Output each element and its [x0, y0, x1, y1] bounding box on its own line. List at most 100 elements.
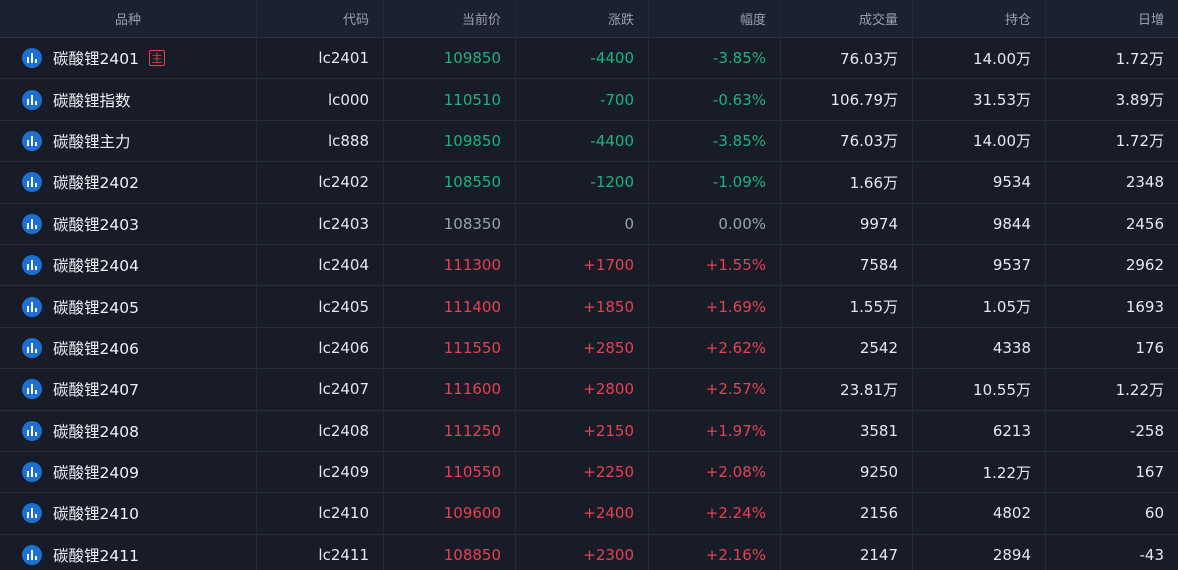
- row-name-cell[interactable]: 碳酸锂2409: [0, 451, 257, 493]
- instrument-code: lc2406: [257, 327, 384, 369]
- instrument-code: lc2402: [257, 162, 384, 203]
- bar-chart-icon[interactable]: [22, 296, 42, 317]
- instrument-code: lc2409: [257, 451, 384, 493]
- open-interest: 1.22万: [913, 451, 1046, 493]
- change-percent: -3.85%: [649, 38, 781, 79]
- daily-oi-change: 3.89万: [1115, 91, 1164, 110]
- volume: 7584: [781, 244, 913, 286]
- table-row[interactable]: 碳酸锂2407 lc2407 111600 +2800 +2.57% 23.81万 10.5…: [0, 369, 1178, 411]
- daily-oi-change: 167: [1135, 463, 1164, 482]
- bar-chart-icon[interactable]: [22, 48, 42, 69]
- instrument-name: 碳酸锂2408: [53, 422, 139, 441]
- row-name-cell[interactable]: 碳酸锂2402: [0, 162, 257, 203]
- table-row[interactable]: 碳酸锂2408 lc2408 111250 +2150 +1.97% 3581 6213 -2…: [0, 410, 1178, 452]
- change-percent: -3.85%: [649, 120, 781, 162]
- daily-oi-change: 2348: [1125, 173, 1164, 192]
- row-name-cell[interactable]: 碳酸锂指数: [0, 79, 257, 120]
- row-name-cell[interactable]: 碳酸锂2405: [0, 286, 257, 327]
- open-interest: 31.53万: [913, 79, 1046, 120]
- volume: 76.03万: [781, 120, 913, 162]
- table-row[interactable]: 碳酸锂2411 lc2411 108850 +2300 +2.16% 2147 2894 -4…: [0, 534, 1178, 570]
- volume: 2542: [781, 327, 913, 369]
- instrument-name: 碳酸锂2403: [53, 215, 139, 234]
- table-row[interactable]: 碳酸锂2404 lc2404 111300 +1700 +1.55% 7584 9537 29…: [0, 244, 1178, 287]
- bar-chart-icon[interactable]: [22, 89, 42, 110]
- current-price: 110510: [384, 79, 516, 120]
- daily-oi-change: 2962: [1125, 256, 1164, 275]
- bar-chart-icon[interactable]: [22, 337, 42, 358]
- bar-chart-icon[interactable]: [22, 462, 42, 483]
- table-row[interactable]: 碳酸锂2405 lc2405 111400 +1850 +1.69% 1.55万 1.05万…: [0, 286, 1178, 328]
- instrument-name: 碳酸锂2402: [53, 174, 139, 193]
- daily-oi-change: 1.72万: [1115, 132, 1164, 151]
- header-price[interactable]: 当前价: [384, 0, 516, 37]
- volume: 2156: [781, 493, 913, 534]
- row-name-cell[interactable]: 碳酸锂2410: [0, 493, 257, 534]
- table-row[interactable]: 碳酸锂2410 lc2410 109600 +2400 +2.24% 2156 4802 60: [0, 493, 1178, 535]
- change-percent: -0.63%: [649, 79, 781, 120]
- header-pct[interactable]: 幅度: [649, 0, 781, 37]
- price-change: +2300: [516, 534, 649, 570]
- current-price: 110550: [384, 451, 516, 493]
- change-percent: +2.08%: [649, 451, 781, 493]
- header-daily-change[interactable]: 日增: [1137, 13, 1164, 28]
- header-open-interest[interactable]: 持仓: [913, 0, 1046, 37]
- table-row[interactable]: 碳酸锂2406 lc2406 111550 +2850 +2.62% 2542 4338 17…: [0, 327, 1178, 370]
- bar-chart-icon[interactable]: [22, 172, 42, 193]
- change-percent: +1.97%: [649, 410, 781, 451]
- bar-chart-icon[interactable]: [22, 544, 42, 565]
- instrument-code: lc2405: [257, 286, 384, 327]
- bar-chart-icon[interactable]: [22, 213, 42, 234]
- current-price: 109600: [384, 493, 516, 534]
- current-price: 111600: [384, 369, 516, 410]
- row-name-cell[interactable]: 碳酸锂2407: [0, 369, 257, 410]
- instrument-name: 碳酸锂指数: [53, 91, 131, 110]
- header-code[interactable]: 代码: [257, 0, 384, 37]
- table-row[interactable]: 碳酸锂主力 lc888 109850 -4400 -3.85% 76.03万 14.00万 1…: [0, 120, 1178, 163]
- row-name-cell[interactable]: 碳酸锂2403: [0, 203, 257, 244]
- bar-chart-icon[interactable]: [22, 420, 42, 441]
- volume: 23.81万: [781, 369, 913, 410]
- bar-chart-icon[interactable]: [22, 379, 42, 400]
- volume: 1.66万: [781, 162, 913, 203]
- change-percent: 0.00%: [649, 203, 781, 244]
- instrument-name: 碳酸锂2405: [53, 298, 139, 317]
- daily-oi-change: 1.72万: [1115, 49, 1164, 68]
- price-change: -4400: [516, 38, 649, 79]
- volume: 106.79万: [781, 79, 913, 120]
- instrument-code: lc2401: [257, 38, 384, 79]
- main-contract-badge: 主: [148, 50, 165, 67]
- table-row[interactable]: 碳酸锂2401 主 lc2401 109850 -4400 -3.85% 76.03万 14.…: [0, 38, 1178, 80]
- daily-oi-change: -43: [1139, 545, 1165, 564]
- instrument-name: 碳酸锂2406: [53, 339, 139, 358]
- bar-chart-icon[interactable]: [22, 503, 42, 524]
- header-name[interactable]: 品种: [0, 0, 257, 37]
- row-name-cell[interactable]: 碳酸锂2411: [0, 534, 257, 570]
- instrument-code: lc2404: [257, 244, 384, 286]
- table-row[interactable]: 碳酸锂指数 lc000 110510 -700 -0.63% 106.79万 31.53万 3…: [0, 79, 1178, 121]
- daily-oi-change: 60: [1144, 504, 1164, 523]
- bar-chart-icon[interactable]: [22, 255, 42, 276]
- price-change: -4400: [516, 120, 649, 162]
- row-name-cell[interactable]: 碳酸锂2408: [0, 410, 257, 451]
- row-name-cell[interactable]: 碳酸锂2401 主: [0, 38, 257, 79]
- instrument-name: 碳酸锂2407: [53, 381, 139, 400]
- table-row[interactable]: 碳酸锂2402 lc2402 108550 -1200 -1.09% 1.66万 9534 2…: [0, 162, 1178, 204]
- open-interest: 14.00万: [913, 120, 1046, 162]
- table-row[interactable]: 碳酸锂2409 lc2409 110550 +2250 +2.08% 9250 1.22万 1…: [0, 451, 1178, 494]
- instrument-name: 碳酸锂2404: [53, 257, 139, 276]
- change-percent: +2.24%: [649, 493, 781, 534]
- row-name-cell[interactable]: 碳酸锂主力: [0, 120, 257, 162]
- current-price: 109850: [384, 120, 516, 162]
- bar-chart-icon[interactable]: [22, 130, 42, 151]
- price-change: -1200: [516, 162, 649, 203]
- current-price: 108350: [384, 203, 516, 244]
- header-volume[interactable]: 成交量: [781, 0, 913, 37]
- header-change[interactable]: 涨跌: [516, 0, 649, 37]
- row-name-cell[interactable]: 碳酸锂2404: [0, 244, 257, 286]
- table-row[interactable]: 碳酸锂2403 lc2403 108350 0 0.00% 9974 9844 2456: [0, 203, 1178, 245]
- row-name-cell[interactable]: 碳酸锂2406: [0, 327, 257, 369]
- current-price: 109850: [384, 38, 516, 79]
- price-change: +2800: [516, 369, 649, 410]
